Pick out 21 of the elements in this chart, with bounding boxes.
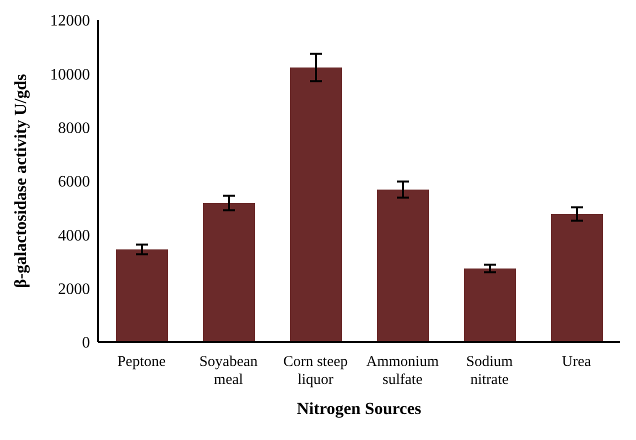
bar xyxy=(116,249,168,342)
y-axis-title: β-galactosidase activity U/gds xyxy=(11,74,30,288)
x-axis-title: Nitrogen Sources xyxy=(296,399,422,418)
y-tick-label: 8000 xyxy=(58,120,90,138)
x-tick-label: Soyabean meal xyxy=(199,354,258,388)
bar xyxy=(464,268,516,342)
y-tick-label: 10000 xyxy=(50,66,90,84)
x-tick-label: Peptone xyxy=(117,354,166,370)
x-tick-label: Urea xyxy=(562,354,592,370)
bar xyxy=(551,214,603,342)
y-tick-label: 6000 xyxy=(58,174,90,191)
y-tick-label: 2000 xyxy=(58,281,90,298)
bar xyxy=(290,67,342,342)
x-tick-label: Ammonium sulfate xyxy=(366,354,440,388)
y-tick-label: 4000 xyxy=(58,227,90,244)
y-tick-label: 12000 xyxy=(50,12,90,30)
bar xyxy=(377,190,429,342)
x-tick-label: Sodium nitrate xyxy=(466,354,514,388)
y-tick-label: 0 xyxy=(82,334,90,352)
bar xyxy=(203,203,255,342)
x-tick-label: Corn steep liquor xyxy=(283,354,348,388)
